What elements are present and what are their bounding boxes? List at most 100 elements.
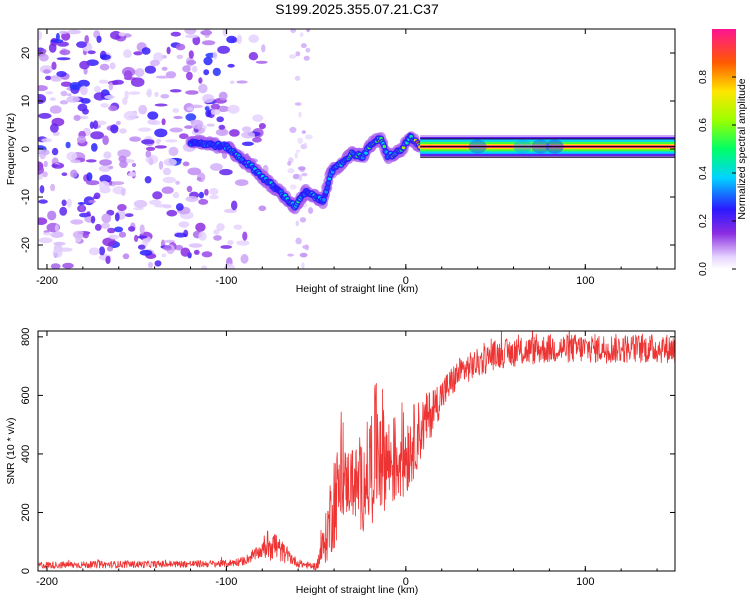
spectrogram-content xyxy=(38,29,675,269)
colorbar-gradient xyxy=(712,29,736,269)
spectrogram-y-tick-label: 10 xyxy=(20,95,32,107)
noise-blob xyxy=(148,157,154,166)
noise-blob xyxy=(248,52,259,61)
noise-blob xyxy=(135,68,145,77)
noise-blob xyxy=(289,54,297,59)
noise-blob xyxy=(61,172,68,176)
noise-blob xyxy=(303,55,310,61)
noise-blob xyxy=(174,244,184,251)
noise-blob xyxy=(42,171,48,178)
noise-blob xyxy=(128,171,137,177)
noise-blob xyxy=(70,219,84,225)
noise-blob xyxy=(93,92,106,101)
noise-blob xyxy=(59,100,69,105)
ridge-core xyxy=(364,151,368,155)
noise-blob xyxy=(258,123,266,130)
spectrogram-y-tick-label: -10 xyxy=(20,189,32,205)
noise-blob xyxy=(104,95,116,100)
noise-blob xyxy=(118,231,127,238)
noise-blob xyxy=(195,222,206,232)
noise-blob xyxy=(38,173,44,180)
noise-blob xyxy=(118,32,126,37)
noise-blob xyxy=(161,253,167,258)
noise-blob xyxy=(128,226,136,232)
noise-blob xyxy=(59,247,73,252)
noise-blob xyxy=(144,176,152,184)
noise-blob xyxy=(287,168,295,174)
spectrogram-x-tick-label: -100 xyxy=(215,275,237,287)
noise-blob xyxy=(287,161,292,166)
snr-x-tick-label: 100 xyxy=(576,576,594,588)
noise-blob xyxy=(305,47,311,53)
noise-blob xyxy=(198,198,209,205)
noise-blob xyxy=(188,50,194,59)
noise-blob xyxy=(223,263,235,269)
noise-blob xyxy=(160,94,170,99)
snr-y-tick-label: 400 xyxy=(20,445,32,463)
spectrogram-y-tick-label: 20 xyxy=(20,47,32,59)
noise-blob xyxy=(72,230,86,239)
noise-blob xyxy=(139,224,145,235)
noise-blob xyxy=(137,244,146,250)
colorbar-ticks: 0.0 0.2 0.4 0.6 0.8 xyxy=(698,70,736,276)
noise-blob xyxy=(203,56,213,66)
noise-blob xyxy=(137,235,148,239)
noise-blob xyxy=(38,165,44,175)
noise-blob xyxy=(178,221,190,228)
noise-blob xyxy=(289,126,297,133)
noise-blob xyxy=(82,108,89,115)
noise-blob xyxy=(298,111,302,118)
noise-blob xyxy=(168,146,179,156)
noise-blob xyxy=(98,79,109,84)
snr-frame xyxy=(37,330,676,572)
noise-blob xyxy=(128,91,141,95)
noise-blob xyxy=(111,181,125,186)
noise-blob xyxy=(306,29,310,33)
noise-blob xyxy=(51,61,57,70)
noise-blob xyxy=(193,249,200,255)
noise-blob xyxy=(186,71,193,81)
noise-blob xyxy=(50,263,61,269)
noise-blob xyxy=(90,215,96,224)
noise-blob xyxy=(210,163,223,171)
noise-blob xyxy=(185,196,199,202)
noise-blob xyxy=(131,162,137,168)
noise-blob xyxy=(114,226,124,233)
noise-blob xyxy=(122,253,130,260)
noise-blob xyxy=(294,75,301,81)
noise-blob xyxy=(105,255,111,265)
snr-y-tick-label: 600 xyxy=(20,386,32,404)
noise-blob xyxy=(88,199,96,204)
noise-blob xyxy=(308,207,314,214)
colorbar-tick-label: 0.4 xyxy=(698,166,709,180)
noise-blob xyxy=(295,149,301,153)
noise-blob xyxy=(198,83,208,94)
spectrogram-y-tick-label: 0 xyxy=(20,146,32,152)
noise-blob xyxy=(236,80,248,84)
noise-blob xyxy=(161,66,168,71)
noise-blob xyxy=(229,129,240,137)
noise-blob xyxy=(155,138,161,145)
snr-x-tick-label: -200 xyxy=(36,576,58,588)
noise-blob xyxy=(161,186,174,194)
noise-blob xyxy=(217,45,231,54)
noise-blob xyxy=(252,137,262,143)
noise-blob xyxy=(299,32,304,37)
noise-blob xyxy=(98,246,106,256)
noise-blob xyxy=(209,187,219,196)
noise-blob xyxy=(170,31,181,37)
noise-blob xyxy=(137,127,152,132)
noise-blob xyxy=(289,184,297,190)
noise-blob xyxy=(242,231,248,241)
noise-blob xyxy=(203,69,210,76)
noise-blob xyxy=(77,202,86,205)
noise-blob xyxy=(185,90,199,95)
snr-y-tick-label: 800 xyxy=(20,328,32,346)
spectrogram-x-axis-label: Height of straight line (km) xyxy=(296,283,419,295)
noise-blob xyxy=(96,35,102,43)
noise-blob xyxy=(52,164,60,168)
noise-blob xyxy=(56,71,67,77)
spectrogram-y-tick-label: -20 xyxy=(20,237,32,253)
noise-blob xyxy=(216,116,224,123)
